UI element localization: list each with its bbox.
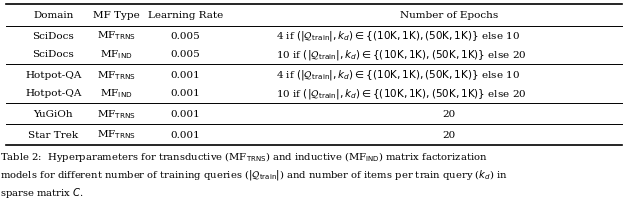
- Text: Star Trek: Star Trek: [28, 130, 79, 139]
- Text: 10 if $(|\mathcal{Q}_{\mathrm{train}}|, k_d) \in \{(10\mathrm{K},1\mathrm{K}), (: 10 if $(|\mathcal{Q}_{\mathrm{train}}|, …: [276, 47, 527, 61]
- Text: MF$_{\mathrm{TRNS}}$: MF$_{\mathrm{TRNS}}$: [97, 108, 136, 120]
- Text: 4 if $(|\mathcal{Q}_{\mathrm{train}}|, k_d) \in \{(10\mathrm{K},1\mathrm{K}), (5: 4 if $(|\mathcal{Q}_{\mathrm{train}}|, k…: [276, 68, 520, 82]
- Text: 20: 20: [442, 109, 456, 118]
- Text: 4 if $(|\mathcal{Q}_{\mathrm{train}}|, k_d) \in \{(10\mathrm{K},1\mathrm{K}), (5: 4 if $(|\mathcal{Q}_{\mathrm{train}}|, k…: [276, 29, 520, 43]
- Text: 0.001: 0.001: [170, 130, 200, 139]
- Text: MF$_{\mathrm{IND}}$: MF$_{\mathrm{IND}}$: [100, 87, 132, 100]
- Text: 20: 20: [442, 130, 456, 139]
- Text: 0.001: 0.001: [170, 70, 200, 79]
- Text: Domain: Domain: [33, 11, 74, 20]
- Text: 0.005: 0.005: [170, 31, 200, 40]
- Text: MF$_{\mathrm{TRNS}}$: MF$_{\mathrm{TRNS}}$: [97, 128, 136, 141]
- Text: Number of Epochs: Number of Epochs: [400, 11, 499, 20]
- Text: SciDocs: SciDocs: [33, 31, 74, 40]
- Text: 0.001: 0.001: [170, 89, 200, 98]
- Text: MF$_{\mathrm{TRNS}}$: MF$_{\mathrm{TRNS}}$: [97, 69, 136, 81]
- Text: Hotpot-QA: Hotpot-QA: [25, 70, 81, 79]
- Text: MF$_{\mathrm{TRNS}}$: MF$_{\mathrm{TRNS}}$: [97, 29, 136, 42]
- Text: SciDocs: SciDocs: [33, 50, 74, 59]
- Text: 0.005: 0.005: [170, 50, 200, 59]
- Text: Table 2:  Hyperparameters for transductive (MF$_{\mathrm{TRNS}}$) and inductive : Table 2: Hyperparameters for transductiv…: [0, 149, 508, 199]
- Text: 0.001: 0.001: [170, 109, 200, 118]
- Text: MF Type: MF Type: [93, 11, 140, 20]
- Text: 10 if $(|\mathcal{Q}_{\mathrm{train}}|, k_d) \in \{(10\mathrm{K},1\mathrm{K}), (: 10 if $(|\mathcal{Q}_{\mathrm{train}}|, …: [276, 86, 527, 100]
- Text: Learning Rate: Learning Rate: [148, 11, 223, 20]
- Text: Hotpot-QA: Hotpot-QA: [25, 89, 81, 98]
- Text: MF$_{\mathrm{IND}}$: MF$_{\mathrm{IND}}$: [100, 48, 132, 61]
- Text: YuGiOh: YuGiOh: [33, 109, 73, 118]
